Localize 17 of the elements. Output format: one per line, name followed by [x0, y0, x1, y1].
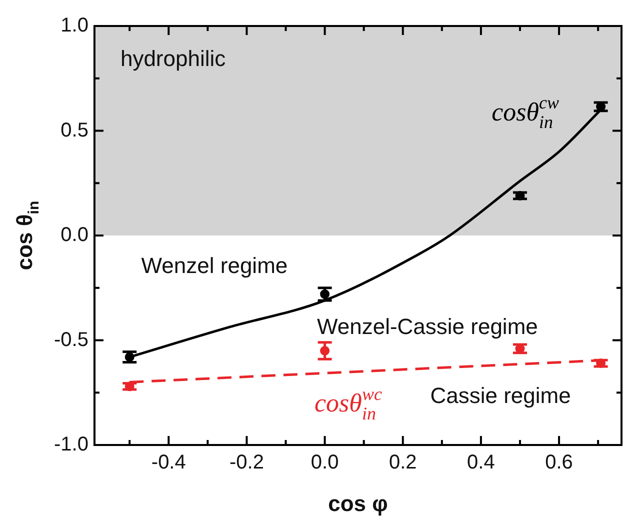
x-tick-label: 0.2	[388, 452, 417, 474]
x-tick-label: 0.0	[310, 452, 339, 474]
annotation: Wenzel-Cassie regime	[316, 314, 538, 339]
x-tick-label: 0.6	[545, 452, 573, 474]
y-tick-label: 0.0	[60, 224, 88, 246]
y-tick-label: 1.0	[60, 14, 88, 37]
annotation: Cassie regime	[430, 383, 571, 408]
annotation: Wenzel regime	[141, 253, 288, 278]
x-axis-title: cos φ	[328, 491, 388, 516]
y-tick-label: 0.5	[60, 119, 88, 142]
x-tick-label: 0.4	[467, 452, 495, 474]
x-tick-label: -0.4	[151, 452, 186, 474]
band-label: hydrophilic	[120, 46, 226, 71]
y-axis-title: cos θin	[12, 200, 43, 270]
y-tick-label: -0.5	[54, 328, 88, 351]
y-tick-label: -1.0	[54, 434, 88, 456]
x-tick-label: -0.2	[229, 452, 264, 474]
